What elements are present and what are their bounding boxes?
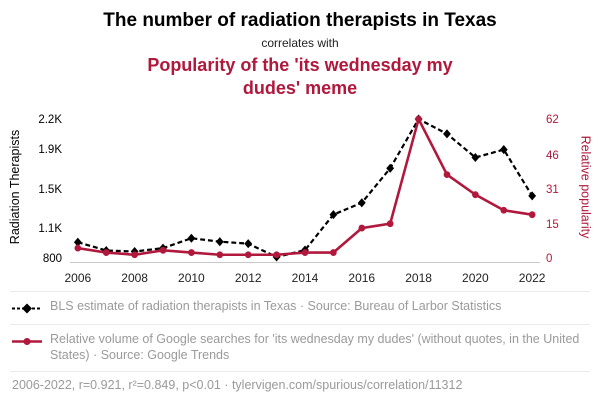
x-axis-tick: 2020 bbox=[462, 271, 489, 285]
left-axis-tick: 800 bbox=[42, 252, 62, 265]
bls-diamond-marker bbox=[471, 152, 480, 163]
chart-title: The number of radiation therapists in Te… bbox=[103, 10, 497, 31]
correlates-with-label: correlates with bbox=[261, 36, 339, 50]
plot-area bbox=[70, 111, 540, 263]
bls-diamond-marker bbox=[499, 145, 508, 155]
x-axis-tick: 2006 bbox=[64, 271, 92, 285]
right-axis-tick: 0 bbox=[546, 252, 553, 265]
circle-marker-icon bbox=[23, 338, 31, 345]
bls-diamond-marker bbox=[386, 163, 395, 173]
plot-svg bbox=[73, 114, 537, 262]
bls-diamond-marker bbox=[329, 210, 338, 220]
x-axis-tick: 2016 bbox=[348, 271, 376, 285]
x-axis-tick: 2010 bbox=[178, 271, 205, 285]
left-axis-title: Radiation Therapists bbox=[7, 111, 23, 263]
diamond-marker-icon bbox=[22, 303, 32, 314]
right-axis-tick: 15 bbox=[546, 219, 559, 232]
bls-diamond-marker bbox=[443, 129, 451, 139]
trends-circle-marker bbox=[273, 251, 280, 259]
chart-area: Radiation Therapists Relative popularity… bbox=[7, 107, 593, 285]
x-axis-tick: 2018 bbox=[405, 271, 432, 285]
trends-series-marker-icon bbox=[12, 331, 42, 352]
x-axis-tick: 2022 bbox=[518, 271, 546, 285]
trends-circle-marker bbox=[244, 251, 252, 259]
right-axis-title: Relative popularity bbox=[577, 111, 593, 263]
trends-circle-marker bbox=[528, 211, 536, 219]
trends-circle-marker bbox=[472, 191, 479, 199]
trends-circle-marker bbox=[358, 224, 366, 232]
legend: BLS estimate of radiation therapists in … bbox=[10, 291, 590, 369]
x-axis-tick: 2008 bbox=[121, 271, 148, 285]
trends-circle-marker bbox=[102, 249, 110, 256]
bls-diamond-marker bbox=[215, 237, 224, 247]
trends-circle-marker bbox=[131, 251, 138, 259]
trends-circle-marker bbox=[188, 249, 195, 256]
left-axis-tick: 2.2K bbox=[38, 114, 62, 127]
left-axis-tick: 1.9K bbox=[38, 143, 62, 156]
right-axis-tick: 31 bbox=[546, 183, 559, 196]
trends-circle-marker bbox=[415, 115, 422, 123]
meme-title: Popularity of the 'its wednesday my dude… bbox=[147, 55, 453, 98]
x-axis-ticks: 2006 2008 2010 2012 2014 2016 2018 2020 2022 bbox=[64, 267, 545, 285]
left-axis-ticks: 800 1.1K 1.5K 1.9K 2.2K bbox=[26, 111, 66, 265]
bls-diamond-marker bbox=[187, 233, 196, 243]
right-axis-ticks: 0 15 31 46 62 bbox=[542, 111, 568, 265]
trends-circle-marker bbox=[159, 246, 167, 254]
left-axis-title-text: Radiation Therapists bbox=[8, 129, 23, 245]
bls-series-marker-icon bbox=[12, 298, 42, 319]
series-line-trends bbox=[77, 115, 533, 257]
trends-circle-marker bbox=[443, 171, 451, 179]
x-axis-tick: 2012 bbox=[234, 271, 262, 285]
legend-item-bls: BLS estimate of radiation therapists in … bbox=[10, 291, 590, 324]
legend-text-bls: BLS estimate of radiation therapists in … bbox=[50, 299, 502, 313]
trends-circle-marker bbox=[386, 220, 394, 228]
bls-diamond-marker bbox=[357, 198, 366, 208]
left-axis-tick: 1.5K bbox=[38, 183, 62, 196]
legend-text-google-trends: Relative volume of Google searches for '… bbox=[50, 332, 580, 363]
bls-diamond-marker bbox=[528, 191, 537, 201]
trends-circle-marker bbox=[500, 206, 508, 214]
trends-circle-marker bbox=[216, 251, 224, 259]
bls-diamond-marker bbox=[244, 239, 253, 249]
trends-circle-marker bbox=[74, 244, 82, 252]
bls-diamond-marker bbox=[73, 237, 82, 247]
footer-stats: 2006-2022, r=0.921, r²=0.849, p<0.01 · t… bbox=[10, 370, 590, 392]
x-axis-tick: 2014 bbox=[291, 271, 319, 285]
trends-circle-marker bbox=[330, 249, 337, 256]
legend-item-google-trends: Relative volume of Google searches for '… bbox=[10, 324, 590, 369]
right-axis-tick: 46 bbox=[546, 149, 559, 162]
right-axis-title-text: Relative popularity bbox=[578, 135, 592, 239]
trends-circle-marker bbox=[301, 249, 309, 256]
left-axis-tick: 1.1K bbox=[38, 223, 62, 236]
right-axis-tick: 62 bbox=[546, 114, 559, 127]
